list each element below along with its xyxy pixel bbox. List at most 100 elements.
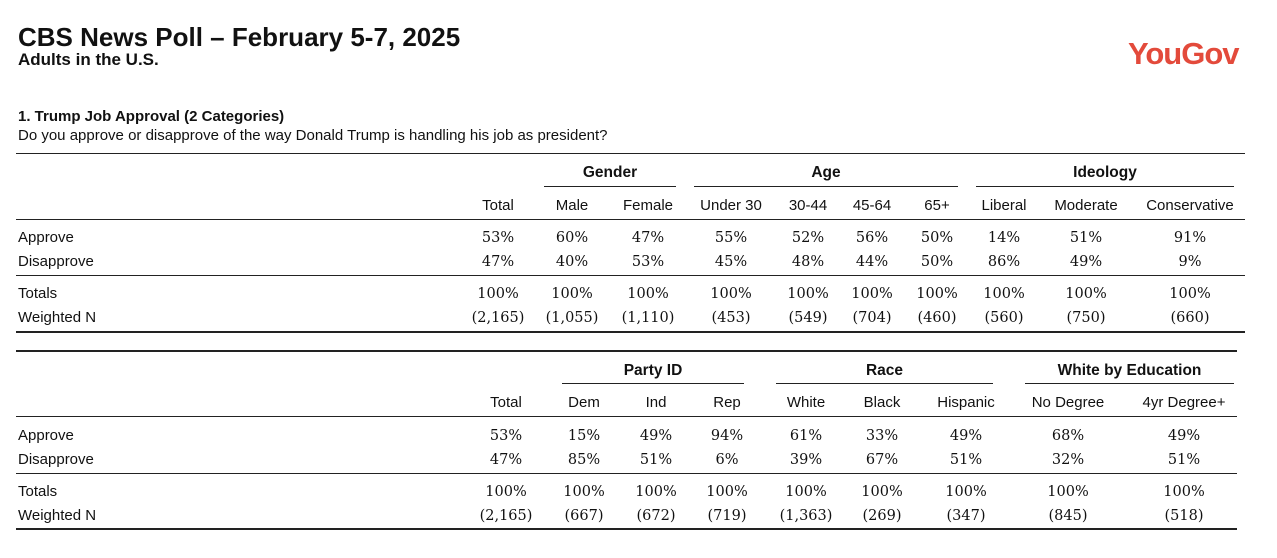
table-cell: (719) bbox=[707, 508, 747, 524]
table-cell: 49% bbox=[1069, 254, 1103, 270]
header-rule bbox=[16, 219, 1245, 220]
group-header: Race bbox=[865, 362, 904, 379]
table-cell: 47% bbox=[481, 254, 515, 270]
row-label: Totals bbox=[18, 285, 58, 302]
table-cell: 100% bbox=[945, 484, 987, 500]
row-label: Totals bbox=[18, 483, 58, 500]
group-underline bbox=[1025, 383, 1234, 384]
totals-rule bbox=[16, 473, 1237, 474]
table-cell: 33% bbox=[865, 428, 899, 444]
table-cell: 47% bbox=[489, 452, 523, 468]
column-header: White bbox=[786, 394, 826, 411]
table-cell: 51% bbox=[639, 452, 673, 468]
table-cell: (1,363) bbox=[779, 508, 833, 524]
column-header: 30-44 bbox=[788, 197, 828, 214]
table-cell: (2,165) bbox=[471, 310, 525, 326]
column-header: Liberal bbox=[981, 197, 1027, 214]
table-cell: (1,055) bbox=[545, 310, 599, 326]
table-cell: 6% bbox=[715, 452, 739, 468]
row-label: Approve bbox=[18, 427, 74, 444]
table-cell: (560) bbox=[984, 310, 1024, 326]
poll-subtitle: Adults in the U.S. bbox=[18, 50, 159, 69]
column-header: Total bbox=[482, 197, 514, 214]
table-cell: 100% bbox=[485, 484, 527, 500]
table-cell: (1,110) bbox=[621, 310, 675, 326]
row-label: Disapprove bbox=[18, 451, 94, 468]
table-bottom-rule bbox=[16, 528, 1237, 530]
group-header: Ideology bbox=[1073, 164, 1137, 181]
column-header: Black bbox=[863, 394, 901, 411]
group-underline bbox=[694, 186, 958, 187]
table-cell: 32% bbox=[1051, 452, 1085, 468]
group-underline bbox=[976, 186, 1234, 187]
table-cell: 48% bbox=[791, 254, 825, 270]
table-cell: 100% bbox=[551, 286, 593, 302]
totals-rule bbox=[16, 275, 1245, 276]
table-cell: (269) bbox=[862, 508, 902, 524]
table-cell: 45% bbox=[714, 254, 748, 270]
table-cell: 61% bbox=[789, 428, 823, 444]
table-bottom-rule bbox=[16, 331, 1245, 333]
column-header: Rep bbox=[713, 394, 741, 411]
table-cell: 39% bbox=[789, 452, 823, 468]
table-cell: (660) bbox=[1170, 310, 1210, 326]
table-cell: 53% bbox=[481, 230, 515, 246]
table-cell: (518) bbox=[1164, 508, 1204, 524]
column-header: No Degree bbox=[1031, 394, 1105, 411]
group-header: White by Education bbox=[1057, 362, 1202, 379]
column-header: 65+ bbox=[924, 197, 950, 214]
row-label: Disapprove bbox=[18, 253, 94, 270]
column-header: Dem bbox=[568, 394, 600, 411]
row-label: Weighted N bbox=[18, 507, 97, 524]
table-cell: 100% bbox=[563, 484, 605, 500]
table-cell: (750) bbox=[1066, 310, 1106, 326]
table-cell: 51% bbox=[949, 452, 983, 468]
table-cell: 91% bbox=[1173, 230, 1207, 246]
group-underline bbox=[776, 383, 993, 384]
table-cell: 47% bbox=[631, 230, 665, 246]
column-header: Male bbox=[555, 197, 589, 214]
table-cell: (460) bbox=[917, 310, 957, 326]
table-cell: 52% bbox=[791, 230, 825, 246]
question-title: 1. Trump Job Approval (2 Categories) bbox=[18, 108, 285, 125]
table-cell: 51% bbox=[1167, 452, 1201, 468]
header-rule bbox=[16, 416, 1237, 417]
table-cell: 55% bbox=[714, 230, 748, 246]
table-cell: (2,165) bbox=[479, 508, 533, 524]
table-cell: (549) bbox=[788, 310, 828, 326]
table-cell: 49% bbox=[949, 428, 983, 444]
table-cell: 100% bbox=[710, 286, 752, 302]
question-text: Do you approve or disapprove of the way … bbox=[18, 127, 608, 144]
table-cell: 44% bbox=[855, 254, 889, 270]
table-cell: 56% bbox=[855, 230, 889, 246]
table-cell: 100% bbox=[706, 484, 748, 500]
table-cell: 14% bbox=[987, 230, 1021, 246]
table-cell: 100% bbox=[787, 286, 829, 302]
table-cell: 50% bbox=[920, 254, 954, 270]
table-cell: 51% bbox=[1069, 230, 1103, 246]
row-label: Approve bbox=[18, 229, 74, 246]
group-header: Gender bbox=[582, 164, 638, 181]
table-cell: 40% bbox=[555, 254, 589, 270]
row-label: Weighted N bbox=[18, 309, 97, 326]
table-cell: 100% bbox=[1163, 484, 1205, 500]
table-cell: 50% bbox=[920, 230, 954, 246]
table-cell: 100% bbox=[851, 286, 893, 302]
table-cell: 94% bbox=[710, 428, 744, 444]
table-cell: (672) bbox=[636, 508, 676, 524]
table-cell: 100% bbox=[916, 286, 958, 302]
column-header: Ind bbox=[645, 394, 667, 411]
table-cell: (845) bbox=[1048, 508, 1088, 524]
column-header: Conservative bbox=[1146, 197, 1234, 214]
table-cell: 100% bbox=[1047, 484, 1089, 500]
table-cell: 85% bbox=[567, 452, 601, 468]
table-cell: 100% bbox=[477, 286, 519, 302]
table-cell: 9% bbox=[1178, 254, 1202, 270]
table-cell: 100% bbox=[627, 286, 669, 302]
group-underline bbox=[544, 186, 676, 187]
table-cell: 53% bbox=[631, 254, 665, 270]
column-header: Total bbox=[490, 394, 522, 411]
table-cell: 49% bbox=[639, 428, 673, 444]
table-cell: 68% bbox=[1051, 428, 1085, 444]
table-cell: 100% bbox=[785, 484, 827, 500]
